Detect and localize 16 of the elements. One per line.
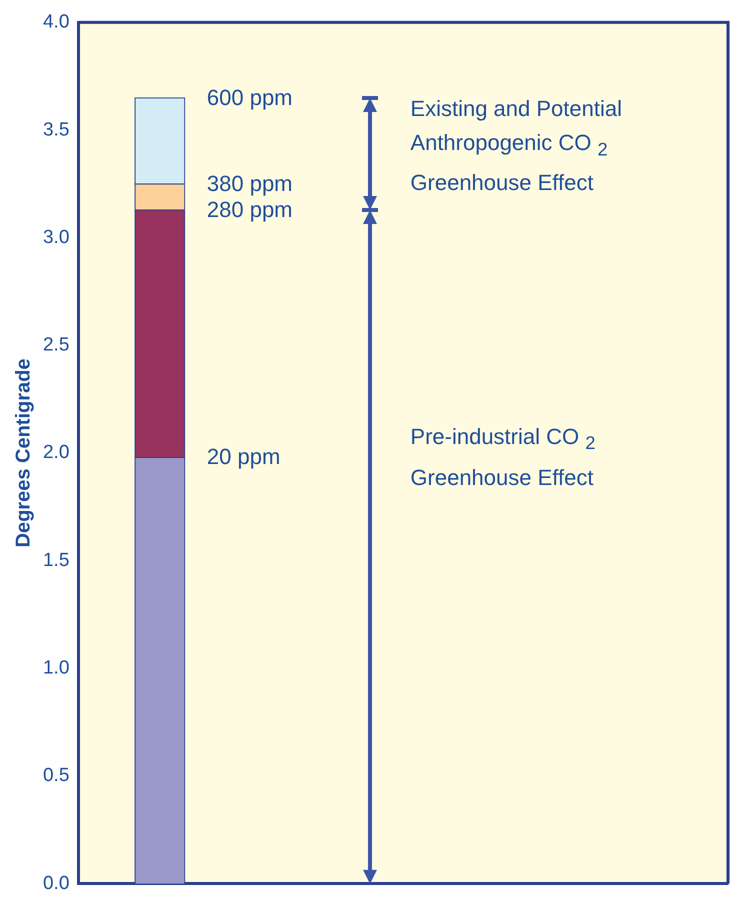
annotation: Existing and Potential Anthropogenic CO $_{2}$ Greenhouse Effect	[410, 94, 623, 198]
y-tick-label: 0.5	[42, 765, 70, 786]
y-tick-label: 0.0	[42, 872, 70, 894]
y-tick-label: 4.0	[42, 12, 70, 33]
y-tick-label: 1.0	[42, 658, 70, 679]
y-tick-label: 1.5	[42, 550, 70, 571]
y-tick-label: 3.5	[42, 119, 70, 140]
annotation: 600 ppm	[206, 84, 294, 112]
y-tick-label: 3.0	[42, 226, 70, 248]
y-tick-label: 2.0	[42, 442, 70, 464]
annotation: Pre-industrial CO $_{2}$ Greenhouse Effect	[410, 423, 596, 492]
annotation: 280 ppm	[206, 196, 293, 222]
y-tick-label: 2.5	[42, 334, 70, 356]
annotation: 20 ppm	[206, 443, 282, 472]
annotation: 380 ppm	[206, 170, 293, 196]
y-axis-title: Degrees Centigrade	[12, 358, 35, 548]
